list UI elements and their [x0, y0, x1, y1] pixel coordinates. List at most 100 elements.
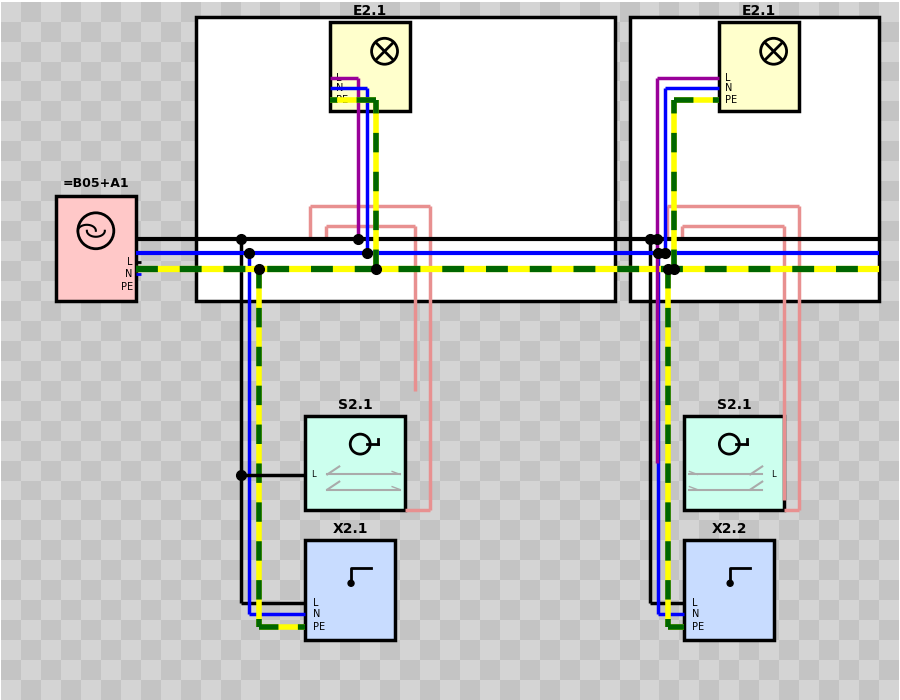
Bar [799, 62, 819, 81]
Bar [281, 1, 301, 22]
Bar [760, 400, 779, 421]
Bar [699, 41, 719, 62]
Bar [161, 141, 181, 161]
Bar [420, 281, 440, 301]
Bar [540, 440, 560, 461]
Bar [220, 41, 240, 62]
Bar [680, 560, 699, 580]
Bar [739, 102, 760, 121]
Bar [1, 381, 21, 400]
Bar [580, 341, 599, 360]
Bar [660, 640, 680, 660]
Bar [779, 580, 799, 600]
Bar [879, 241, 899, 261]
Bar [480, 281, 500, 301]
Bar [660, 281, 680, 301]
Bar [240, 241, 260, 261]
Bar [899, 461, 900, 480]
Bar [420, 1, 440, 22]
Bar [121, 281, 140, 301]
Bar [699, 421, 719, 440]
Bar [61, 201, 81, 221]
Bar [460, 520, 480, 540]
Bar [201, 520, 220, 540]
Circle shape [348, 580, 354, 587]
Bar [61, 81, 81, 102]
Bar [161, 680, 181, 700]
Bar [301, 102, 320, 121]
Bar [739, 560, 760, 580]
Bar [899, 321, 900, 341]
Bar [680, 221, 699, 241]
Bar [380, 680, 400, 700]
Bar [81, 580, 101, 600]
Bar [121, 62, 140, 81]
Bar [640, 600, 660, 620]
Bar [281, 540, 301, 560]
Bar [360, 600, 380, 620]
Bar [420, 81, 440, 102]
Bar [899, 62, 900, 81]
Bar [859, 261, 879, 281]
Bar [301, 161, 320, 181]
Bar [660, 500, 680, 520]
Bar [819, 1, 839, 22]
Bar [540, 62, 560, 81]
Bar [460, 141, 480, 161]
Bar [839, 281, 859, 301]
Bar [360, 22, 380, 41]
Bar [839, 381, 859, 400]
Bar [819, 640, 839, 660]
Bar [680, 400, 699, 421]
Bar [41, 201, 61, 221]
Bar [360, 102, 380, 121]
Bar [41, 121, 61, 141]
Bar [101, 321, 121, 341]
Bar [500, 81, 520, 102]
Bar [340, 440, 360, 461]
Bar [719, 81, 739, 102]
Bar [181, 321, 201, 341]
Bar [440, 440, 460, 461]
Bar [440, 281, 460, 301]
Bar [540, 201, 560, 221]
Bar [201, 440, 220, 461]
Bar [340, 81, 360, 102]
Bar [260, 281, 281, 301]
Bar [719, 161, 739, 181]
Bar [760, 1, 779, 22]
Bar [201, 640, 220, 660]
Bar [21, 221, 41, 241]
Bar [839, 181, 859, 201]
Bar [21, 660, 41, 680]
Bar [520, 121, 540, 141]
Bar [500, 500, 520, 520]
Bar [760, 321, 779, 341]
Bar [61, 680, 81, 700]
Bar [760, 241, 779, 261]
Bar [560, 640, 580, 660]
Bar [500, 321, 520, 341]
Bar [619, 600, 640, 620]
Bar [420, 201, 440, 221]
Bar [580, 480, 599, 500]
Bar [599, 580, 619, 600]
Bar [560, 121, 580, 141]
Bar [61, 360, 81, 381]
Bar [61, 640, 81, 660]
Bar [1, 161, 21, 181]
Bar [480, 600, 500, 620]
Bar [181, 1, 201, 22]
Bar [560, 381, 580, 400]
Bar [819, 301, 839, 321]
Bar [520, 281, 540, 301]
Bar [301, 660, 320, 680]
Bar [360, 161, 380, 181]
Bar [380, 560, 400, 580]
Bar [859, 341, 879, 360]
Bar [480, 381, 500, 400]
Bar [201, 580, 220, 600]
Bar [500, 540, 520, 560]
Bar [779, 381, 799, 400]
Bar [340, 660, 360, 680]
